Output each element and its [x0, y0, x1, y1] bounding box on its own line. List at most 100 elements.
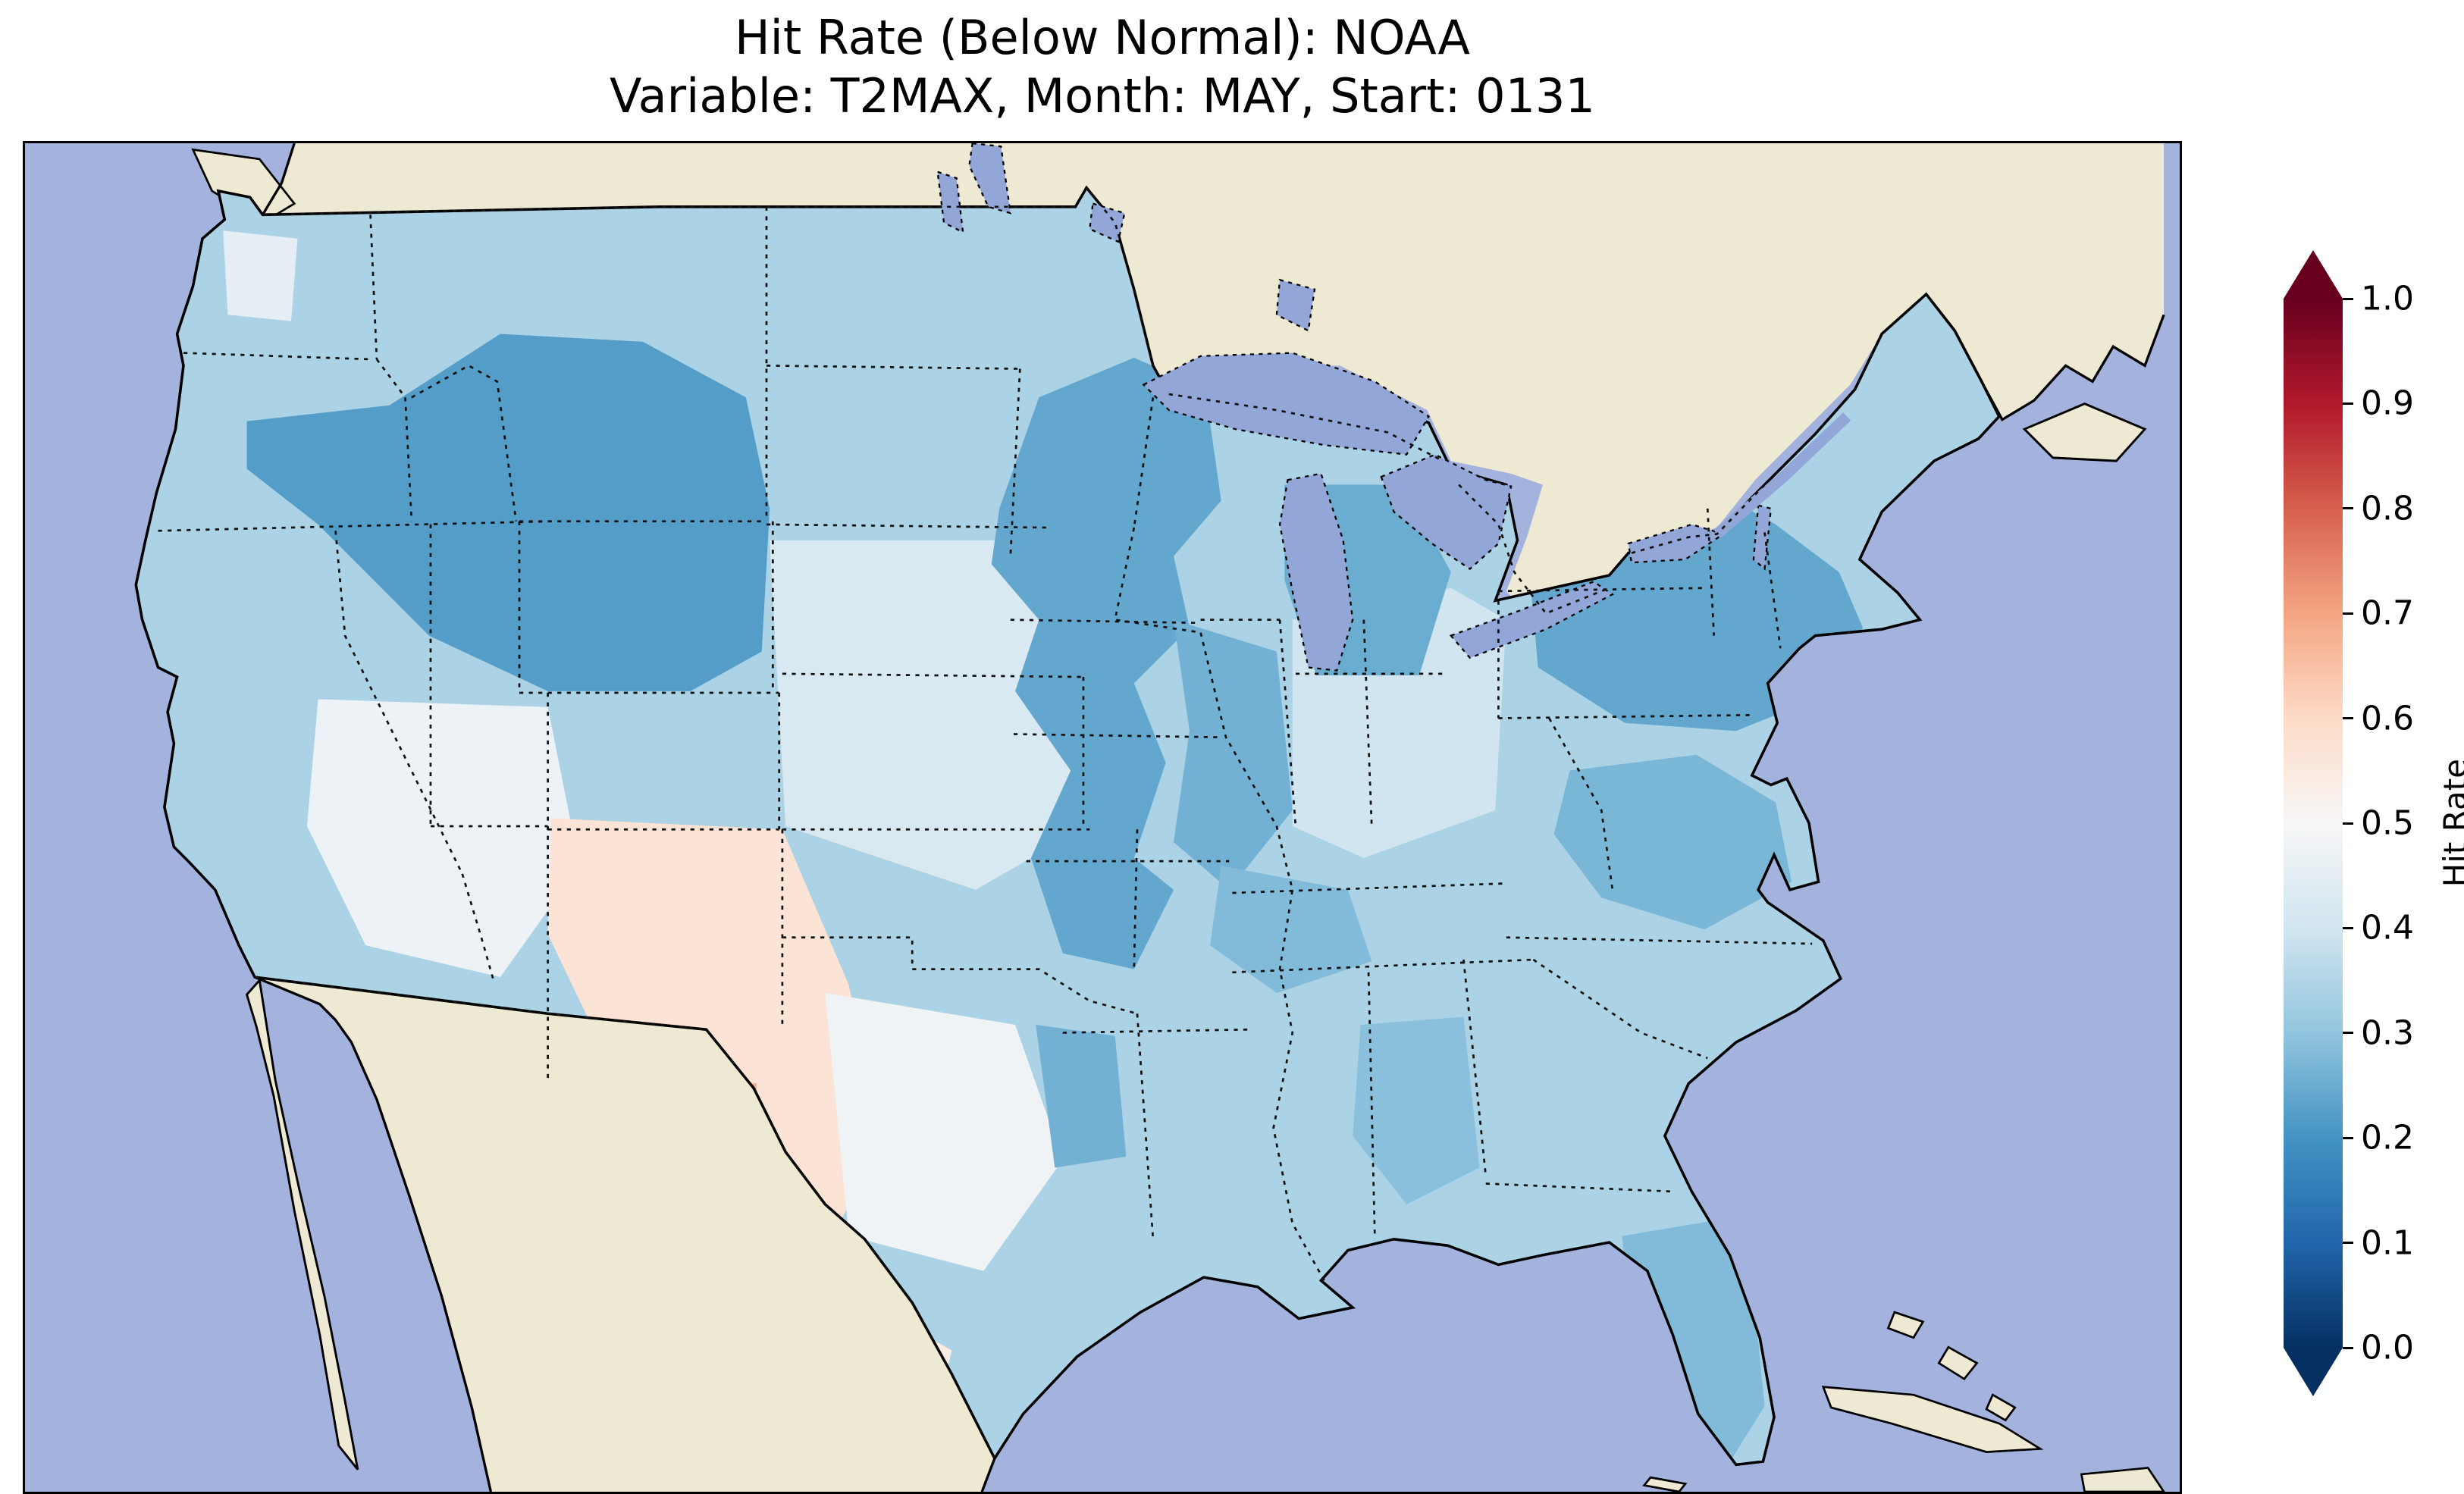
- colorbar-tick-label: 0.2: [2361, 1118, 2414, 1157]
- colorbar-tick-label: 0.4: [2361, 908, 2414, 947]
- coast-canada-east: [1925, 293, 2165, 421]
- us-canada-border-superior: [1168, 393, 1444, 462]
- lake-nipigon: [1275, 278, 1316, 332]
- state-ga-fl: [1485, 1182, 1673, 1193]
- mexico-landmass: [255, 977, 995, 1492]
- coast-mexico-pacific: [254, 976, 493, 1492]
- lake-ontario: [1627, 523, 1726, 564]
- state-ms-al: [1367, 972, 1376, 1239]
- colorbar-tick-mark: [2343, 1242, 2353, 1245]
- colorbar-tick-mark: [2343, 822, 2353, 825]
- colorbar-tick-label: 0.0: [2361, 1328, 2414, 1367]
- us-canada-border-mn: [1086, 186, 1155, 366]
- colorbar-tick-label: 0.8: [2361, 489, 2414, 528]
- state-ar-la: [1062, 1028, 1249, 1034]
- colorbar-tick-mark: [2343, 507, 2353, 510]
- region-kentucky-tennessee: [1210, 866, 1372, 994]
- bahamas-2: [1937, 1345, 1979, 1381]
- us-canada-border-huron-erie: [1458, 484, 1610, 615]
- canada-landmass: [262, 143, 2165, 620]
- coast-mexico-gulf: [980, 1458, 996, 1492]
- plot-title-line2: Variable: T2MAX, Month: MAY, Start: 0131: [610, 67, 1595, 124]
- colorbar-tick-mark: [2343, 926, 2353, 929]
- colorbar-tick-label: 0.7: [2361, 594, 2414, 633]
- state-sd-ne: [766, 523, 1052, 529]
- st-lawrence-river: [1713, 412, 1851, 539]
- plot-title-line1: Hit Rate (Below Normal): NOAA: [735, 10, 1470, 65]
- region-central-texas: [825, 993, 1063, 1271]
- colorbar-tick-mark: [2343, 1346, 2353, 1349]
- state-pa-md: [1498, 713, 1752, 719]
- colorbar-gradient: [2284, 299, 2343, 1348]
- cuba: [1821, 1386, 2044, 1453]
- state-ne-ks: [782, 672, 1083, 678]
- region-puget-lowlands: [223, 230, 298, 321]
- state-mn-ia: [1010, 619, 1201, 625]
- bahamas-3: [1985, 1393, 2017, 1422]
- region-illinois: [1174, 619, 1293, 890]
- state-ia-mo: [1013, 733, 1223, 739]
- bahamas-1: [1886, 1311, 1925, 1339]
- plot-title: Hit Rate (Below Normal): NOAA Variable: …: [23, 9, 2182, 126]
- colorbar-tick-label: 0.3: [2361, 1013, 2414, 1053]
- region-alabama: [1353, 1016, 1480, 1204]
- lake-huron: [1380, 453, 1513, 571]
- colorbar-tick-label: 0.1: [2361, 1223, 2414, 1263]
- colorbar-extend-max: [2284, 250, 2343, 299]
- state-ok-tx: [782, 936, 1138, 1015]
- state-in-oh: [1362, 619, 1373, 827]
- lake-superior: [1142, 352, 1431, 456]
- colorbar-tick-mark: [2343, 612, 2353, 615]
- colorbar-tick-mark: [2343, 717, 2353, 720]
- region-florida-peninsula: [1622, 1220, 1765, 1465]
- state-va-nc: [1506, 936, 1813, 945]
- colorbar-tick-label: 0.6: [2361, 699, 2414, 738]
- map-canvas: [25, 143, 2180, 1492]
- state-pa-ny: [1498, 587, 1705, 593]
- nova-scotia: [2022, 402, 2147, 462]
- colorbar-tick-label: 0.9: [2361, 384, 2414, 423]
- lake-michigan: [1278, 472, 1354, 672]
- lake-champlain: [1752, 504, 1773, 571]
- state-newengland-2: [1763, 532, 1782, 649]
- lake-winnipeg: [968, 143, 1012, 215]
- colorbar-label-text: Hit Rate: [2436, 759, 2464, 888]
- us-canada-border-ontario: [1631, 333, 1883, 554]
- us-mexico-border: [254, 976, 996, 1459]
- colorbar-tick-mark: [2343, 1136, 2353, 1139]
- colorbar-label: Hit Rate: [2435, 299, 2464, 1348]
- region-northern-rockies: [246, 334, 770, 691]
- colorbar-tick-label: 1.0: [2361, 279, 2414, 318]
- region-central-plains: [770, 540, 1087, 890]
- lake-of-the-woods: [1089, 202, 1126, 243]
- state-or-id: [375, 359, 413, 521]
- state-ok-ar: [1133, 829, 1139, 969]
- region-great-basin: [306, 699, 580, 978]
- state-al-ga: [1462, 959, 1487, 1176]
- colorbar-tick-mark: [2343, 402, 2353, 405]
- lake-erie: [1449, 581, 1615, 659]
- state-wa-or: [183, 352, 371, 361]
- state-mn-west: [1009, 368, 1021, 556]
- region-red-river: [1036, 1024, 1127, 1168]
- region-upper-midwest: [991, 357, 1221, 969]
- state-wv-va: [1548, 717, 1614, 891]
- colorbar-tick-mark: [2343, 1032, 2353, 1035]
- colorbar-tick-mark: [2343, 297, 2353, 300]
- state-ca-nv: [334, 531, 463, 875]
- state-tn-south: [1232, 958, 1534, 974]
- state-nd-sd: [766, 364, 1020, 370]
- colorbar-tick-label: 0.5: [2361, 803, 2414, 843]
- coast-canada-west: [262, 143, 296, 216]
- map-frame: [23, 141, 2182, 1494]
- state-mn-wi: [1133, 397, 1155, 528]
- state-ca-az: [461, 873, 495, 982]
- colorbar-extend-min: [2284, 1348, 2343, 1396]
- region-southwest: [547, 818, 881, 1255]
- region-mid-atlantic: [1553, 754, 1792, 930]
- baja-california: [245, 977, 359, 1471]
- state-ny-newengland: [1706, 508, 1715, 636]
- state-ky-tn: [1232, 882, 1506, 894]
- colorbar: 0.0 0.1 0.2 0.3 0.4 0.5 0.6 0.7 0.8 0.9 1.0 Hit Ra…: [2284, 250, 2464, 1402]
